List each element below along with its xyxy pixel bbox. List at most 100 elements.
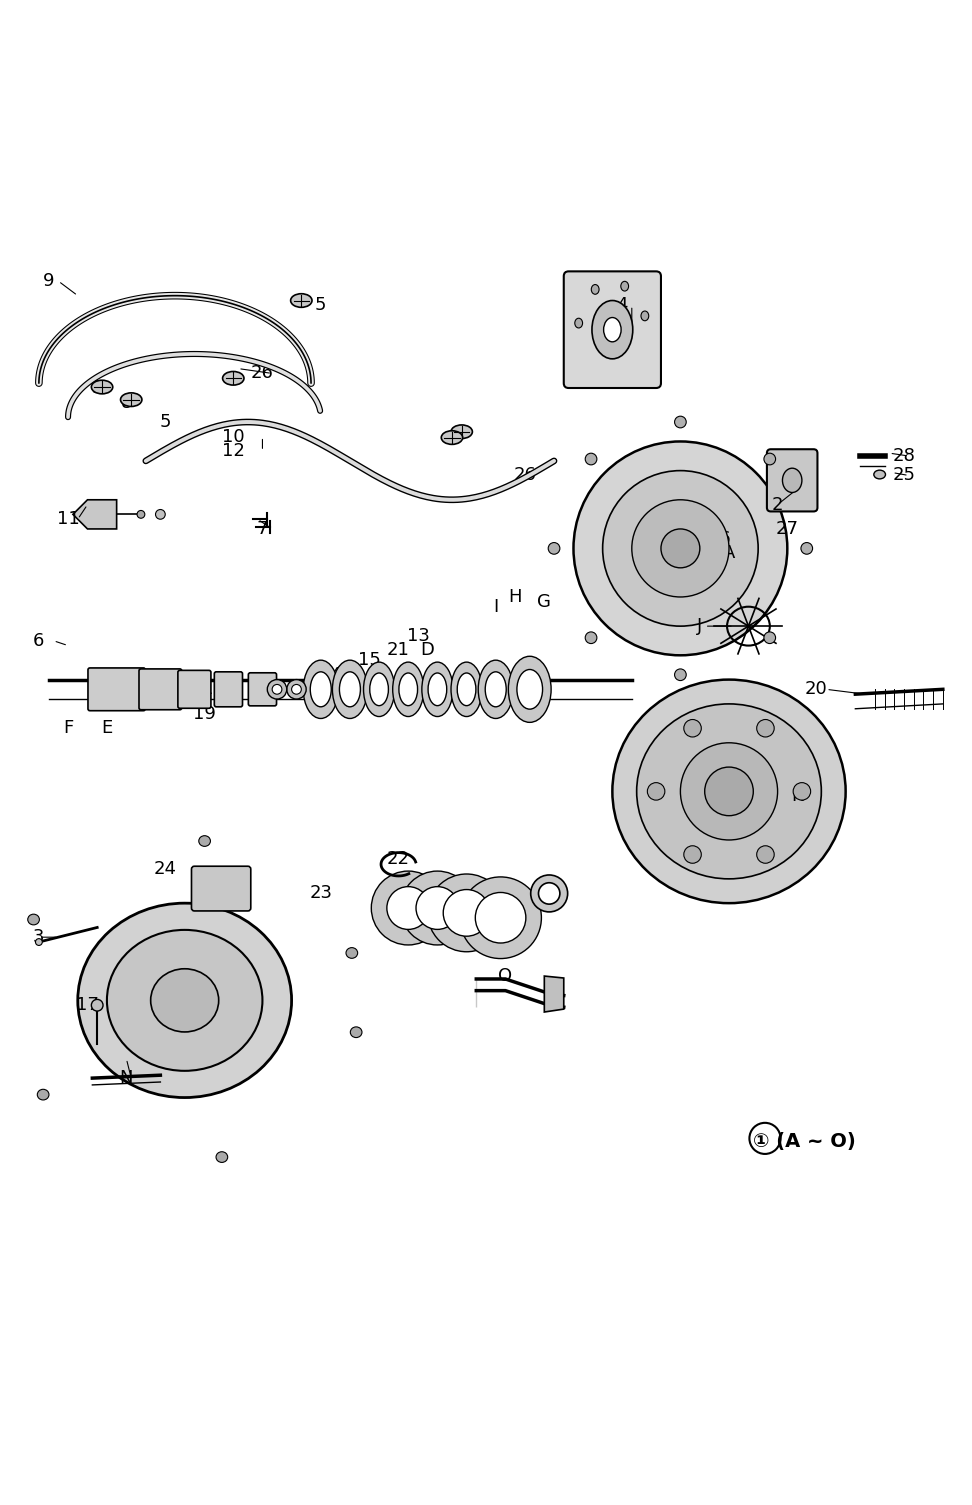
- Ellipse shape: [680, 743, 778, 840]
- Ellipse shape: [782, 468, 802, 492]
- Ellipse shape: [612, 680, 846, 903]
- FancyBboxPatch shape: [87, 668, 146, 710]
- Ellipse shape: [538, 883, 560, 905]
- Text: 8: 8: [121, 394, 132, 411]
- Text: 5: 5: [451, 427, 463, 445]
- Ellipse shape: [443, 889, 490, 936]
- Ellipse shape: [460, 877, 541, 959]
- FancyBboxPatch shape: [191, 867, 251, 911]
- Text: C: C: [334, 680, 346, 698]
- Ellipse shape: [35, 939, 43, 945]
- Text: 23: 23: [309, 885, 332, 903]
- Text: G: G: [538, 593, 551, 611]
- Ellipse shape: [332, 661, 367, 718]
- Ellipse shape: [451, 662, 482, 716]
- Ellipse shape: [156, 510, 165, 519]
- Text: I: I: [493, 597, 499, 616]
- Text: 16: 16: [708, 530, 731, 548]
- Ellipse shape: [78, 903, 292, 1097]
- Ellipse shape: [292, 685, 301, 694]
- Ellipse shape: [585, 453, 597, 465]
- Text: H: H: [508, 588, 522, 607]
- Ellipse shape: [223, 372, 244, 385]
- Ellipse shape: [287, 680, 306, 698]
- Text: 28: 28: [892, 447, 916, 465]
- Text: 9: 9: [43, 272, 54, 290]
- Ellipse shape: [393, 662, 424, 716]
- Ellipse shape: [37, 1090, 49, 1100]
- Ellipse shape: [801, 542, 813, 554]
- Ellipse shape: [369, 673, 389, 706]
- Ellipse shape: [416, 886, 459, 930]
- Ellipse shape: [400, 871, 474, 945]
- Ellipse shape: [632, 500, 729, 597]
- Ellipse shape: [451, 424, 472, 438]
- Text: M: M: [498, 914, 513, 932]
- Text: 22: 22: [387, 850, 410, 868]
- Ellipse shape: [346, 948, 358, 959]
- Ellipse shape: [310, 671, 331, 707]
- Text: E: E: [101, 719, 113, 737]
- Ellipse shape: [756, 719, 775, 737]
- Ellipse shape: [683, 846, 701, 864]
- Ellipse shape: [517, 670, 542, 709]
- Ellipse shape: [756, 846, 775, 864]
- Ellipse shape: [675, 668, 686, 680]
- Text: L: L: [549, 879, 559, 897]
- Ellipse shape: [387, 886, 430, 930]
- Text: 26: 26: [251, 364, 274, 382]
- Ellipse shape: [548, 542, 560, 554]
- Ellipse shape: [591, 284, 599, 295]
- Text: ① (A ~ O): ① (A ~ O): [753, 1132, 856, 1151]
- FancyBboxPatch shape: [249, 673, 277, 706]
- Ellipse shape: [661, 528, 700, 567]
- Text: 5: 5: [159, 412, 171, 430]
- Ellipse shape: [303, 661, 338, 718]
- Text: 6: 6: [33, 632, 45, 650]
- FancyBboxPatch shape: [564, 271, 661, 388]
- Text: 4: 4: [616, 296, 628, 315]
- Ellipse shape: [339, 671, 361, 707]
- Ellipse shape: [350, 1026, 362, 1037]
- Ellipse shape: [272, 685, 282, 694]
- Ellipse shape: [399, 673, 418, 706]
- Ellipse shape: [457, 673, 476, 706]
- Ellipse shape: [764, 453, 776, 465]
- Text: 11: 11: [56, 510, 80, 528]
- Ellipse shape: [91, 999, 103, 1011]
- Ellipse shape: [764, 632, 776, 644]
- Ellipse shape: [216, 1151, 227, 1162]
- Text: 27: 27: [776, 519, 799, 537]
- Ellipse shape: [428, 874, 505, 951]
- Text: A: A: [723, 545, 735, 563]
- Ellipse shape: [508, 656, 551, 722]
- Ellipse shape: [793, 783, 811, 801]
- Text: 17: 17: [76, 996, 99, 1014]
- Text: 5: 5: [91, 379, 103, 397]
- Ellipse shape: [91, 381, 113, 394]
- Text: K: K: [791, 787, 803, 805]
- Ellipse shape: [107, 930, 262, 1072]
- Ellipse shape: [28, 914, 40, 926]
- Ellipse shape: [531, 874, 568, 912]
- Ellipse shape: [874, 470, 885, 479]
- Text: B: B: [373, 665, 385, 683]
- Text: J: J: [697, 617, 703, 635]
- Ellipse shape: [478, 661, 513, 718]
- Ellipse shape: [641, 312, 648, 321]
- Ellipse shape: [647, 783, 665, 801]
- Ellipse shape: [199, 835, 211, 846]
- Ellipse shape: [267, 680, 287, 698]
- Text: 21: 21: [387, 641, 410, 659]
- Text: 12: 12: [222, 442, 245, 461]
- Text: 5: 5: [315, 296, 327, 315]
- Text: 14: 14: [319, 665, 342, 683]
- Ellipse shape: [683, 719, 702, 737]
- Ellipse shape: [428, 673, 447, 706]
- Text: O: O: [499, 968, 512, 986]
- FancyBboxPatch shape: [178, 670, 211, 709]
- Ellipse shape: [585, 632, 597, 644]
- Text: 10: 10: [222, 427, 245, 445]
- FancyBboxPatch shape: [139, 668, 182, 710]
- Text: N: N: [120, 1069, 133, 1087]
